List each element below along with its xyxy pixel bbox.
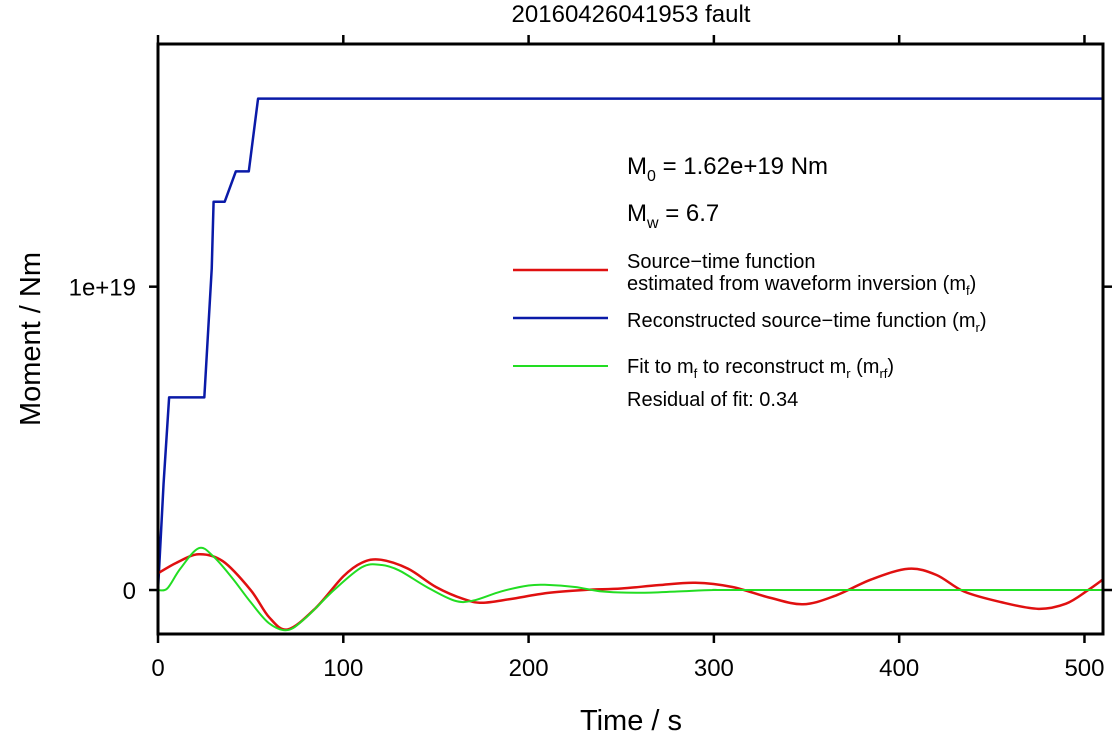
y-tick-label: 1e+19 [69, 275, 136, 302]
x-tick-label: 200 [509, 655, 549, 682]
series-line-blue [156, 97, 1105, 592]
m0-annotation: M0 = 1.62e+19 Nm [627, 153, 828, 185]
m0-value: = 1.62e+19 Nm [656, 153, 828, 180]
legend-red-line1: Source−time function [627, 251, 815, 273]
mw-value: = 6.7 [659, 200, 720, 227]
plot-frame [156, 42, 1105, 636]
chart-title: 20160426041953 fault [512, 1, 751, 28]
axis-layer: 0 100 200 300 400 500 0 1e+19 [69, 35, 1112, 682]
legend-red-line2: estimated from waveform inversion (mf) [627, 273, 976, 298]
series-line-red [156, 552, 1105, 631]
mw-annotation: Mw = 6.7 [627, 200, 719, 232]
legend-blue-label: Reconstructed source−time function (mr) [627, 310, 987, 335]
y-tick-label: 0 [123, 578, 136, 605]
y-axis-label: Moment / Nm [15, 252, 47, 426]
x-tick-label: 500 [1064, 655, 1104, 682]
m0-prefix: M [627, 153, 647, 180]
mw-prefix: M [627, 200, 647, 227]
x-axis-label: Time / s [580, 705, 682, 736]
x-tick-label: 400 [879, 655, 919, 682]
x-tick-label: 0 [151, 655, 164, 682]
x-tick-label: 100 [323, 655, 363, 682]
residual-annotation: Residual of fit: 0.34 [627, 389, 798, 411]
legend: Source−time function estimated from wave… [513, 251, 987, 411]
series-layer [156, 97, 1105, 632]
m0-subscript: 0 [647, 168, 656, 185]
x-tick-label: 300 [694, 655, 734, 682]
legend-green-label: Fit to mf to reconstruct mr (mrf) [627, 356, 894, 381]
series-line-green [157, 546, 1104, 632]
mw-subscript: w [646, 215, 659, 232]
